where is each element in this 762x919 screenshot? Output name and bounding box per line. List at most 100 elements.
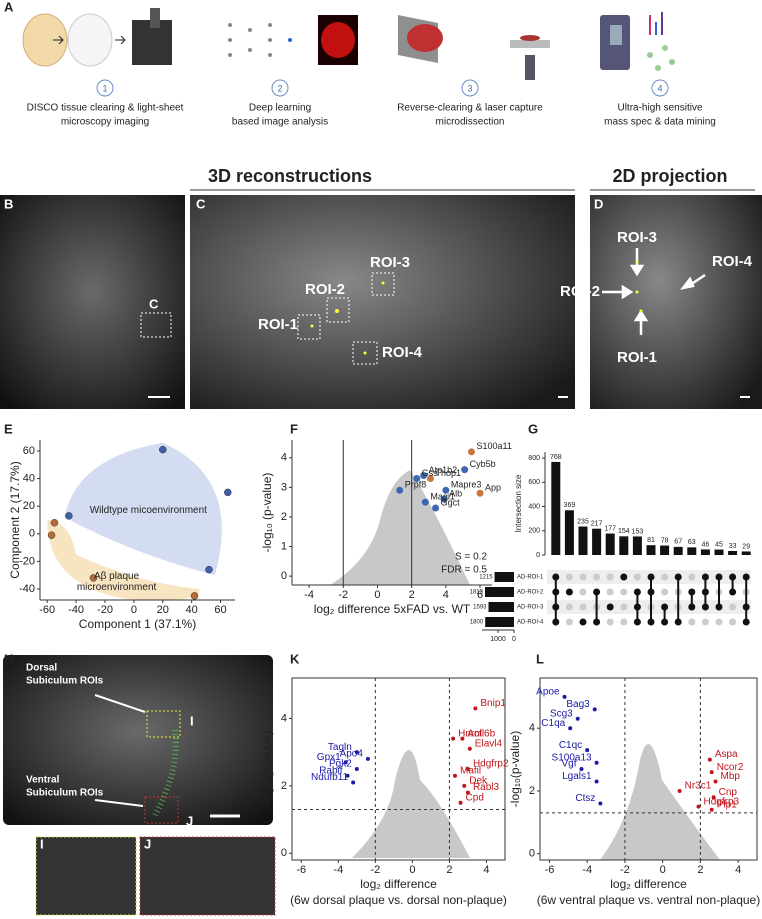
y-tick-label: 2	[529, 785, 535, 797]
point-label: Tagln	[328, 742, 352, 753]
point	[65, 512, 73, 520]
inset-label: C	[149, 296, 159, 311]
plot-frame	[291, 677, 506, 861]
point-label: Gpx1	[317, 752, 341, 763]
panel-label: C	[196, 196, 206, 211]
value-label: 81	[647, 537, 655, 544]
set-bar	[484, 587, 514, 597]
y-tick-label: 20	[23, 500, 35, 512]
set-tick-label: 0	[512, 636, 516, 643]
matrix-dot	[606, 618, 614, 626]
labeled-point	[396, 486, 404, 494]
point-label: Bag3	[566, 699, 590, 710]
x-tick-label: 60	[214, 604, 226, 616]
point-cloud	[600, 744, 720, 860]
bar	[646, 545, 656, 555]
y-tick-label: 800	[528, 455, 540, 462]
labeled-point	[365, 756, 370, 761]
y-tick-label: 200	[528, 528, 540, 535]
labeled-point	[677, 788, 682, 793]
step-number: 3	[467, 83, 472, 93]
panel-label: J	[144, 836, 151, 851]
matrix-dot	[620, 588, 628, 596]
labeled-point	[594, 760, 599, 765]
point-label: Mafil	[460, 765, 481, 776]
labeled-point	[568, 726, 573, 731]
point-label: Ndufb11	[311, 772, 349, 783]
value-label: 177	[604, 525, 616, 532]
labeled-point	[420, 472, 428, 480]
matrix-dot	[633, 573, 641, 581]
y-tick-label: 400	[528, 503, 540, 510]
x-axis-label: log₂ difference 5xFAD vs. WT	[314, 602, 471, 616]
value-label: 45	[715, 541, 723, 548]
x-tick-label: -20	[97, 604, 113, 616]
step-text: mass spec & data mining	[604, 117, 716, 128]
matrix-dot	[661, 573, 669, 581]
annotation: S = 0.2	[455, 552, 487, 563]
matrix-dot	[688, 573, 696, 581]
roi-label: ROI-4	[712, 253, 753, 270]
x-tick-label: 0	[660, 864, 666, 876]
matrix-dot	[565, 573, 573, 581]
step-circle	[461, 79, 479, 97]
inset-box	[140, 312, 172, 338]
x-tick-label: -40	[68, 604, 84, 616]
panel-b-image	[0, 195, 185, 409]
roi-caption: Subiculum ROIs	[26, 676, 104, 687]
step-circle	[271, 79, 289, 97]
y-tick-label: 4	[281, 712, 287, 724]
labeled-point	[354, 750, 359, 755]
roi-caption: Subiculum ROIs	[26, 788, 104, 799]
point-label: Scg3	[550, 708, 573, 719]
step-text: Deep learning	[249, 103, 311, 114]
x-tick-label: 0	[374, 589, 380, 601]
annotation: FDR = 0.5	[441, 565, 487, 576]
bar	[728, 551, 738, 555]
matrix-dot	[620, 603, 628, 611]
cluster-hull	[47, 520, 200, 601]
set-size-label: 1215	[479, 575, 493, 581]
step-text: DISCO tissue clearing & light-sheet	[27, 103, 184, 114]
point-label: Mapre3	[451, 480, 482, 490]
y-axis-label: -log₁₀ (p-value)	[260, 473, 274, 553]
cluster-hull	[64, 442, 222, 576]
value-label: 46	[702, 541, 710, 548]
labeled-point	[707, 757, 712, 762]
point-label: Dek	[469, 775, 488, 786]
point	[50, 519, 59, 527]
roi-label: ROI-2	[560, 283, 600, 300]
y-tick-label: 0	[281, 570, 287, 582]
matrix-dot	[606, 573, 614, 581]
labeled-point	[452, 773, 457, 778]
labeled-point	[354, 767, 359, 771]
point-label: Mbp	[720, 771, 740, 782]
value-label: 153	[632, 528, 644, 535]
y-tick-label: 2	[281, 780, 287, 792]
set-size-label: 1593	[473, 605, 487, 611]
plaque-signal	[152, 729, 179, 817]
point-label: Pgk2	[329, 759, 352, 770]
x-tick-label: 0	[409, 864, 415, 876]
set-size-label: 1800	[470, 620, 484, 626]
step-text: microdissection	[436, 117, 505, 128]
annotation: Aβ plaque	[94, 571, 140, 582]
roi-letter: I	[190, 713, 194, 728]
labeled-point	[713, 779, 718, 784]
roi-boxes	[297, 272, 395, 365]
x-axis-label: log₂ difference	[360, 877, 437, 891]
roi-box	[144, 796, 179, 824]
point-label: Rabl3	[473, 782, 500, 793]
bar	[687, 547, 697, 555]
point-label: Hdgfrp2	[473, 759, 509, 770]
x-tick-label: 20	[157, 604, 169, 616]
point-label: Nr3c1	[685, 781, 712, 792]
labeled-point	[345, 773, 350, 778]
annotation: microenvironment	[77, 582, 157, 593]
panel-label: A	[4, 0, 14, 14]
point-label: Cyb5b	[470, 459, 496, 469]
y-tick-label: 4	[281, 452, 287, 464]
matrix-dot	[729, 618, 737, 626]
point-label: App	[485, 483, 501, 493]
step-number: 4	[657, 83, 662, 93]
